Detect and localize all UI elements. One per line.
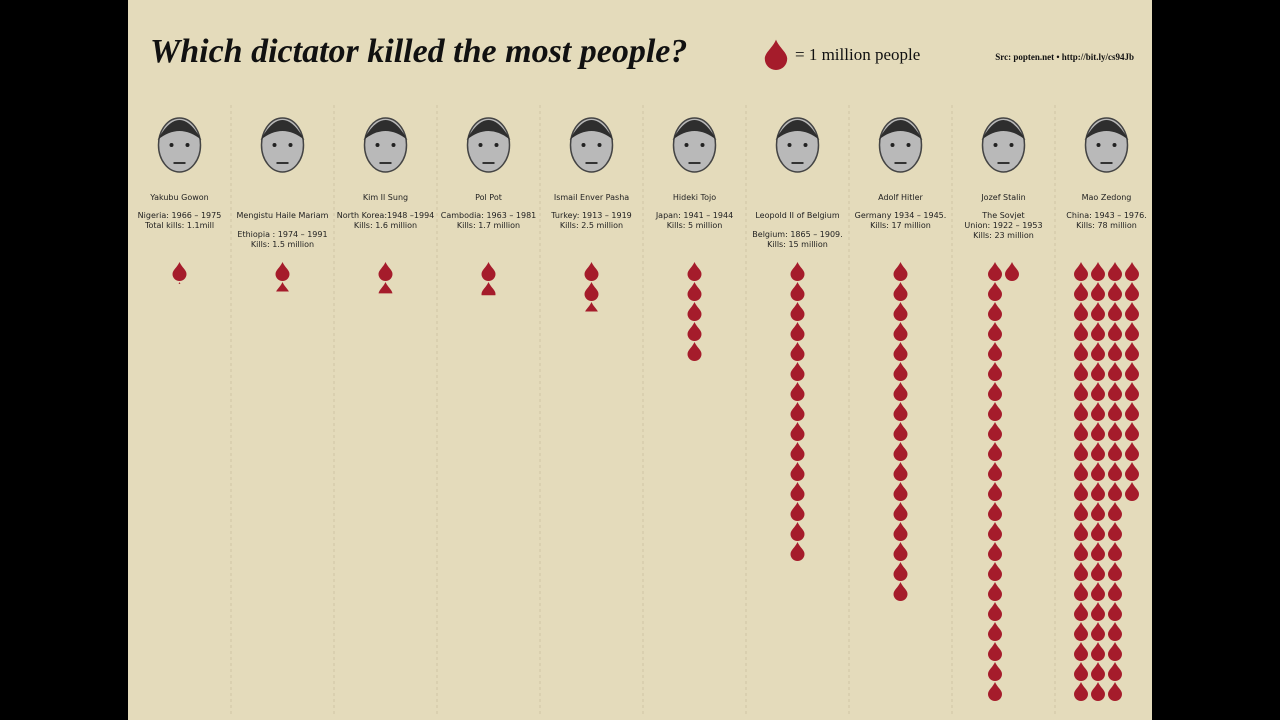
period: China: 1943 – 1976. bbox=[1066, 211, 1146, 220]
legend-label: = 1 million people bbox=[795, 45, 920, 64]
hair bbox=[363, 120, 408, 140]
dictator-name: Hideki Tojo bbox=[673, 193, 716, 202]
hair bbox=[775, 120, 820, 140]
drop-stack bbox=[584, 262, 599, 312]
drop-stack bbox=[172, 262, 187, 284]
kills-label: Kills: 78 million bbox=[1076, 221, 1137, 230]
dictator-name: Adolf Hitler bbox=[878, 193, 923, 202]
hair bbox=[466, 120, 511, 140]
kills-label: Kills: 2.5 million bbox=[560, 221, 623, 230]
panel bbox=[128, 0, 1152, 720]
eye bbox=[272, 143, 277, 147]
eye bbox=[185, 143, 190, 147]
drop-stack bbox=[988, 262, 1019, 701]
dictator-name: Ismail Enver Pasha bbox=[554, 193, 629, 202]
drop-stack bbox=[687, 262, 702, 361]
period: Turkey: 1913 – 1919 bbox=[550, 211, 632, 220]
chart-title: Which dictator killed the most people? bbox=[150, 33, 687, 70]
kills-label: Kills: 1.7 million bbox=[457, 221, 520, 230]
eye bbox=[906, 143, 911, 147]
dictator-name: Yakubu Gowon bbox=[149, 193, 208, 202]
dictator-name: Leopold II of Belgium bbox=[755, 211, 839, 220]
eye bbox=[391, 143, 396, 147]
eye bbox=[581, 143, 586, 147]
eye bbox=[684, 143, 689, 147]
dictator-name: Mao Zedong bbox=[1082, 193, 1132, 202]
eye bbox=[1112, 143, 1117, 147]
drop-stack bbox=[378, 262, 393, 294]
eye bbox=[169, 143, 174, 147]
drop-stack bbox=[1074, 262, 1139, 701]
hair bbox=[672, 120, 717, 140]
hair bbox=[981, 120, 1026, 140]
period: Union: 1922 – 1953 bbox=[964, 221, 1042, 230]
period: Cambodia: 1963 – 1981 bbox=[441, 211, 537, 220]
drop-stack bbox=[790, 262, 805, 561]
eye bbox=[494, 143, 499, 147]
hair bbox=[1084, 120, 1129, 140]
kills-label: Kills: 15 million bbox=[767, 240, 828, 249]
dictator-name: Kim Il Sung bbox=[363, 193, 408, 202]
eye bbox=[375, 143, 380, 147]
kills-label: Kills: 1.6 million bbox=[354, 221, 417, 230]
eye bbox=[1009, 143, 1014, 147]
eye bbox=[803, 143, 808, 147]
hair bbox=[569, 120, 614, 140]
eye bbox=[288, 143, 293, 147]
eye bbox=[1096, 143, 1101, 147]
source: Src: popten.net • http://bit.ly/cs94Jb bbox=[995, 52, 1134, 62]
period: Japan: 1941 – 1944 bbox=[655, 211, 733, 220]
period: Germany 1934 – 1945. bbox=[855, 211, 947, 220]
dictator-name: Jozef Stalin bbox=[980, 193, 1025, 202]
legend-icon bbox=[764, 39, 788, 71]
kills-label: Kills: 1.5 million bbox=[251, 240, 314, 249]
dictator-name: Mengistu Haile Mariam bbox=[237, 211, 329, 220]
period: Nigeria: 1966 – 1975 bbox=[138, 211, 222, 220]
kills-label: Kills: 23 million bbox=[973, 231, 1034, 240]
kills-label: Kills: 17 million bbox=[870, 221, 931, 230]
eye bbox=[597, 143, 602, 147]
drop-stack bbox=[893, 262, 908, 601]
hair bbox=[260, 120, 305, 140]
period: Ethiopia : 1974 – 1991 bbox=[237, 230, 327, 239]
eye bbox=[890, 143, 895, 147]
eye bbox=[478, 143, 483, 147]
eye bbox=[787, 143, 792, 147]
eye bbox=[993, 143, 998, 147]
kills-label: Kills: 5 million bbox=[667, 221, 723, 230]
kills-label: Total kills: 1.1mill bbox=[144, 221, 214, 230]
drop-stack bbox=[275, 262, 290, 292]
eye bbox=[700, 143, 705, 147]
hair bbox=[157, 120, 202, 140]
drop-stack bbox=[481, 262, 496, 296]
period: Belgium: 1865 – 1909. bbox=[752, 230, 842, 239]
dictator-name: Pol Pot bbox=[475, 193, 502, 202]
period: North Korea:1948 –1994 bbox=[337, 211, 435, 220]
period: The Sovjet bbox=[981, 211, 1024, 220]
hair bbox=[878, 120, 923, 140]
